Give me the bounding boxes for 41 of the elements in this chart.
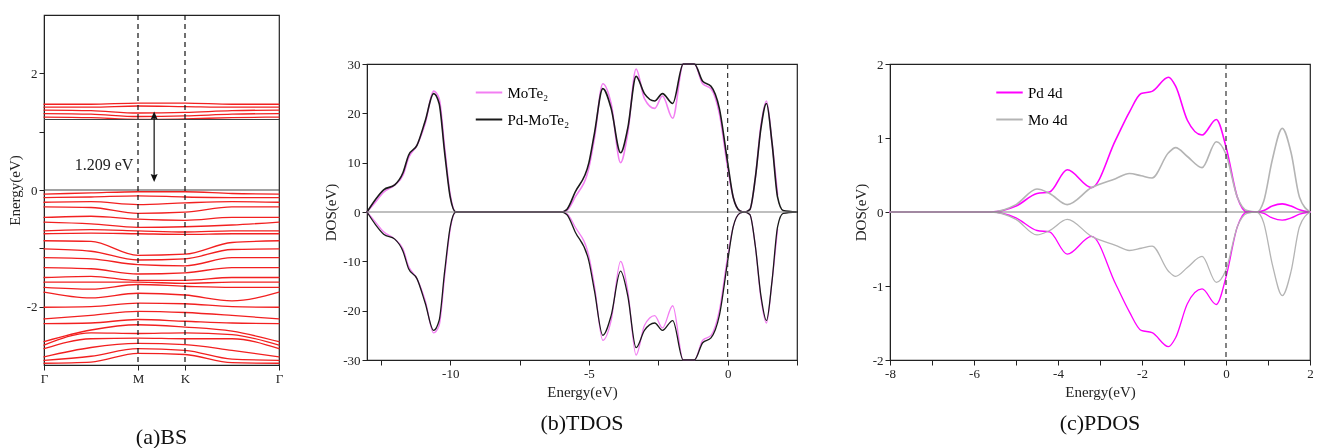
x-tick-label: -6 (969, 365, 981, 381)
x-tick-label: Γ (40, 370, 49, 386)
y-tick-label: 2 (31, 65, 38, 81)
y-tick-label: 1 (877, 130, 884, 146)
legend-label: Mo 4d (1028, 111, 1069, 128)
x-tick-label: 0 (1223, 365, 1230, 381)
y-tick-label: 10 (347, 155, 361, 171)
y-tick-label: -1 (872, 278, 884, 294)
legend-label: Pd-MoTe₂ (507, 111, 570, 128)
y-axis-title: DOS(eV) (323, 183, 341, 242)
legend-label: Pd 4d (1028, 84, 1064, 101)
text: (b)TDOS (540, 410, 624, 435)
text: (a)BS (135, 424, 188, 448)
x-axis-title: Energy(eV) (1065, 383, 1136, 401)
y-tick-label: -20 (343, 303, 361, 319)
x-tick-label: K (180, 370, 191, 386)
x-tick-label: -10 (442, 365, 460, 381)
y-tick-label: -2 (26, 299, 38, 315)
y-tick-label: -2 (872, 352, 884, 368)
x-tick-label: -2 (1137, 365, 1148, 381)
x-tick-label: Γ (275, 370, 284, 386)
annotation: 1.209 eV (74, 155, 134, 173)
y-tick-label: -30 (343, 352, 361, 368)
legend-label: MoTe₂ (507, 84, 549, 101)
y-tick-label: 0 (31, 182, 38, 198)
x-tick-label: -8 (885, 365, 896, 381)
x-tick-label: 2 (1307, 365, 1314, 381)
text: (c)PDOS (1059, 410, 1141, 435)
x-tick-label: M (132, 370, 145, 386)
x-axis-title: Energy(eV) (547, 383, 618, 401)
y-tick-label: -10 (343, 253, 361, 269)
y-tick-label: 30 (347, 56, 361, 72)
y-axis-title: DOS(eV) (852, 183, 870, 242)
y-tick-label: 0 (354, 204, 361, 220)
y-axis-title: Energy(eV) (6, 155, 24, 226)
x-tick-label: -5 (584, 365, 595, 381)
y-tick-label: 0 (877, 204, 884, 220)
y-tick-label: 2 (877, 56, 884, 72)
y-tick-label: 20 (347, 105, 361, 121)
x-tick-label: 0 (724, 365, 732, 381)
x-tick-label: -4 (1053, 365, 1065, 381)
